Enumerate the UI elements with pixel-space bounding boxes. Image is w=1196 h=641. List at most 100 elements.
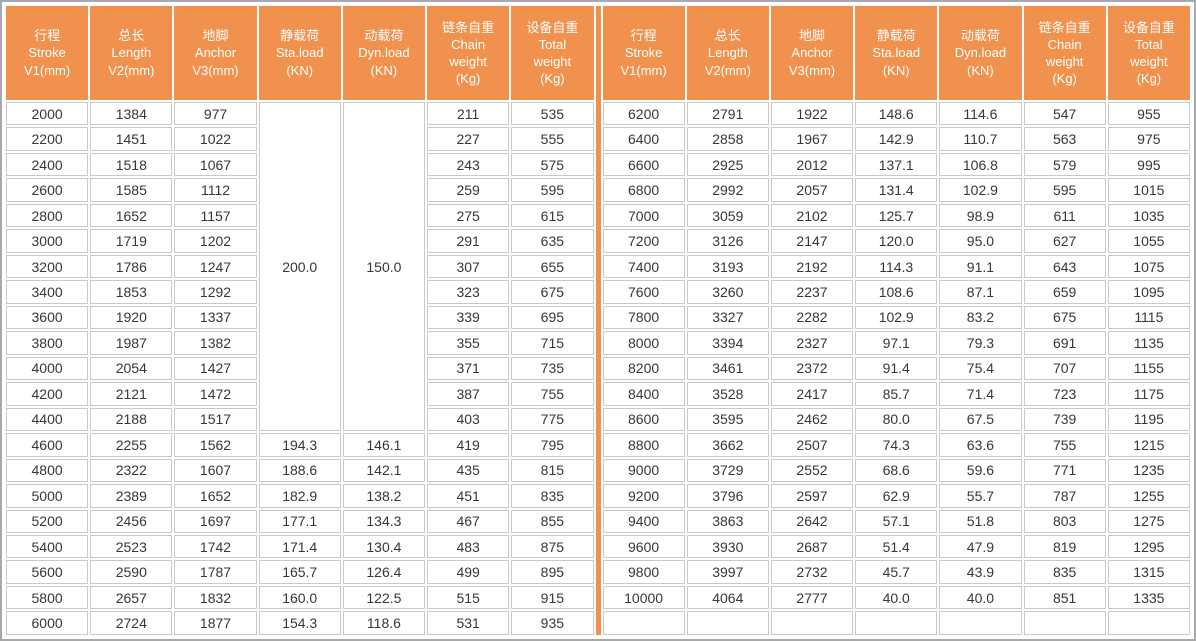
merged-dyn-load-cell: 150.0 bbox=[342, 102, 426, 432]
table-row: 2800 1652 1157 275 615 bbox=[6, 203, 594, 228]
table-cell: 339 bbox=[427, 305, 510, 330]
table-cell: 819 bbox=[1023, 534, 1106, 559]
table-cell: 3126 bbox=[686, 229, 769, 253]
table-cell: 563 bbox=[1023, 127, 1106, 151]
table-cell: 182.9 bbox=[258, 484, 341, 508]
table-cell: 1295 bbox=[1107, 534, 1190, 559]
table-cell: 1967 bbox=[770, 127, 854, 151]
table-cell: 1112 bbox=[174, 178, 257, 202]
table-cell: 1853 bbox=[90, 280, 173, 304]
table-cell: 1195 bbox=[1107, 407, 1190, 432]
table-cell: 110.7 bbox=[939, 127, 1022, 151]
table-cell: 1922 bbox=[770, 102, 854, 126]
table-cell: 595 bbox=[511, 178, 594, 202]
table-cell: 2282 bbox=[770, 305, 854, 330]
table-row: 7600 3260 2237 108.6 87.1 659 1095 bbox=[602, 280, 1190, 304]
table-cell: 483 bbox=[427, 534, 510, 559]
table-cell: 547 bbox=[1023, 102, 1106, 126]
table-cell: 1175 bbox=[1107, 382, 1190, 406]
table-cell: 691 bbox=[1023, 331, 1106, 355]
table-cell: 659 bbox=[1023, 280, 1106, 304]
column-header-right-4: 动载荷 Dyn.load (KN) bbox=[939, 6, 1022, 100]
table-cell: 227 bbox=[427, 127, 510, 151]
table-cell: 1275 bbox=[1107, 509, 1190, 533]
table-cell: 5800 bbox=[6, 585, 89, 610]
table-cell: 1382 bbox=[174, 331, 257, 355]
table-cell: 1015 bbox=[1107, 178, 1190, 202]
table-row: 3400 1853 1292 323 675 bbox=[6, 280, 594, 304]
table-cell: 1067 bbox=[174, 152, 257, 177]
table-row: 6600 2925 2012 137.1 106.8 579 995 bbox=[602, 152, 1190, 177]
table-cell: 2687 bbox=[770, 534, 854, 559]
table-cell: 3260 bbox=[686, 280, 769, 304]
table-cell: 2642 bbox=[770, 509, 854, 533]
table-cell: 165.7 bbox=[258, 560, 341, 584]
table-cell: 118.6 bbox=[342, 611, 426, 635]
table-cell: 10000 bbox=[602, 585, 685, 610]
table-cell: 2791 bbox=[686, 102, 769, 126]
table-cell: 755 bbox=[511, 382, 594, 406]
table-cell: 323 bbox=[427, 280, 510, 304]
table-cell: 3200 bbox=[6, 254, 89, 279]
table-cell: 815 bbox=[511, 458, 594, 483]
column-header-left-5: 链条自重 Chain weight (Kg) bbox=[427, 6, 510, 100]
table-cell: 7600 bbox=[602, 280, 685, 304]
table-cell: 40.0 bbox=[939, 585, 1022, 610]
table-cell: 735 bbox=[511, 356, 594, 381]
table-cell: 85.7 bbox=[855, 382, 938, 406]
table-cell: 531 bbox=[427, 611, 510, 635]
table-cell: 1451 bbox=[90, 127, 173, 151]
table-cell: 555 bbox=[511, 127, 594, 151]
table-cell: 142.1 bbox=[342, 458, 426, 483]
column-header-left-6: 设备自重 Total weight (Kg) bbox=[511, 6, 594, 100]
table-cell: 9200 bbox=[602, 484, 685, 508]
table-row: 3800 1987 1382 355 715 bbox=[6, 331, 594, 355]
table-cell: 1652 bbox=[174, 484, 257, 508]
table-row: 6200 2791 1922 148.6 114.6 547 955 bbox=[602, 102, 1190, 126]
table-cell: 74.3 bbox=[855, 433, 938, 457]
table-cell: 120.0 bbox=[855, 229, 938, 253]
table-cell: 9400 bbox=[602, 509, 685, 533]
table-cell: 122.5 bbox=[342, 585, 426, 610]
table-cell: 1075 bbox=[1107, 254, 1190, 279]
table-cell: 355 bbox=[427, 331, 510, 355]
table-cell: 2590 bbox=[90, 560, 173, 584]
table-cell: 138.2 bbox=[342, 484, 426, 508]
table-cell: 1022 bbox=[174, 127, 257, 151]
table-cell: 79.3 bbox=[939, 331, 1022, 355]
table-cell: 3461 bbox=[686, 356, 769, 381]
table-cell: 2327 bbox=[770, 331, 854, 355]
table-cell: 4200 bbox=[6, 382, 89, 406]
table-cell: 1384 bbox=[90, 102, 173, 126]
header-row: 行程 Stroke V1(mm) 总长 Length V2(mm) 地脚 Ancho… bbox=[602, 6, 1190, 100]
table-cell: 2322 bbox=[90, 458, 173, 483]
table-cell: 5200 bbox=[6, 509, 89, 533]
column-header-right-5: 链条自重 Chain weight (Kg) bbox=[1023, 6, 1106, 100]
table-cell: 1202 bbox=[174, 229, 257, 253]
table-cell: 142.9 bbox=[855, 127, 938, 151]
table-cell: 851 bbox=[1023, 585, 1106, 610]
table-row: 9400 3863 2642 57.1 51.8 803 1275 bbox=[602, 509, 1190, 533]
table-cell: 2732 bbox=[770, 560, 854, 584]
table-cell: 535 bbox=[511, 102, 594, 126]
table-cell: 55.7 bbox=[939, 484, 1022, 508]
table-cell: 795 bbox=[511, 433, 594, 457]
table-cell: 655 bbox=[511, 254, 594, 279]
table-cell: 755 bbox=[1023, 433, 1106, 457]
table-cell: 75.4 bbox=[939, 356, 1022, 381]
table-cell bbox=[686, 611, 769, 635]
table-cell: 259 bbox=[427, 178, 510, 202]
table-cell: 2192 bbox=[770, 254, 854, 279]
table-cell: 403 bbox=[427, 407, 510, 432]
spec-table-right: 行程 Stroke V1(mm) 总长 Length V2(mm) 地脚 Ancho… bbox=[601, 4, 1193, 637]
table-cell: 2237 bbox=[770, 280, 854, 304]
table-cell: 6400 bbox=[602, 127, 685, 151]
table-cell: 63.6 bbox=[939, 433, 1022, 457]
table-cell: 3997 bbox=[686, 560, 769, 584]
table-cell: 3863 bbox=[686, 509, 769, 533]
table-cell: 1235 bbox=[1107, 458, 1190, 483]
table-cell: 2858 bbox=[686, 127, 769, 151]
table-cell: 243 bbox=[427, 152, 510, 177]
table-cell: 1719 bbox=[90, 229, 173, 253]
table-cell: 1920 bbox=[90, 305, 173, 330]
